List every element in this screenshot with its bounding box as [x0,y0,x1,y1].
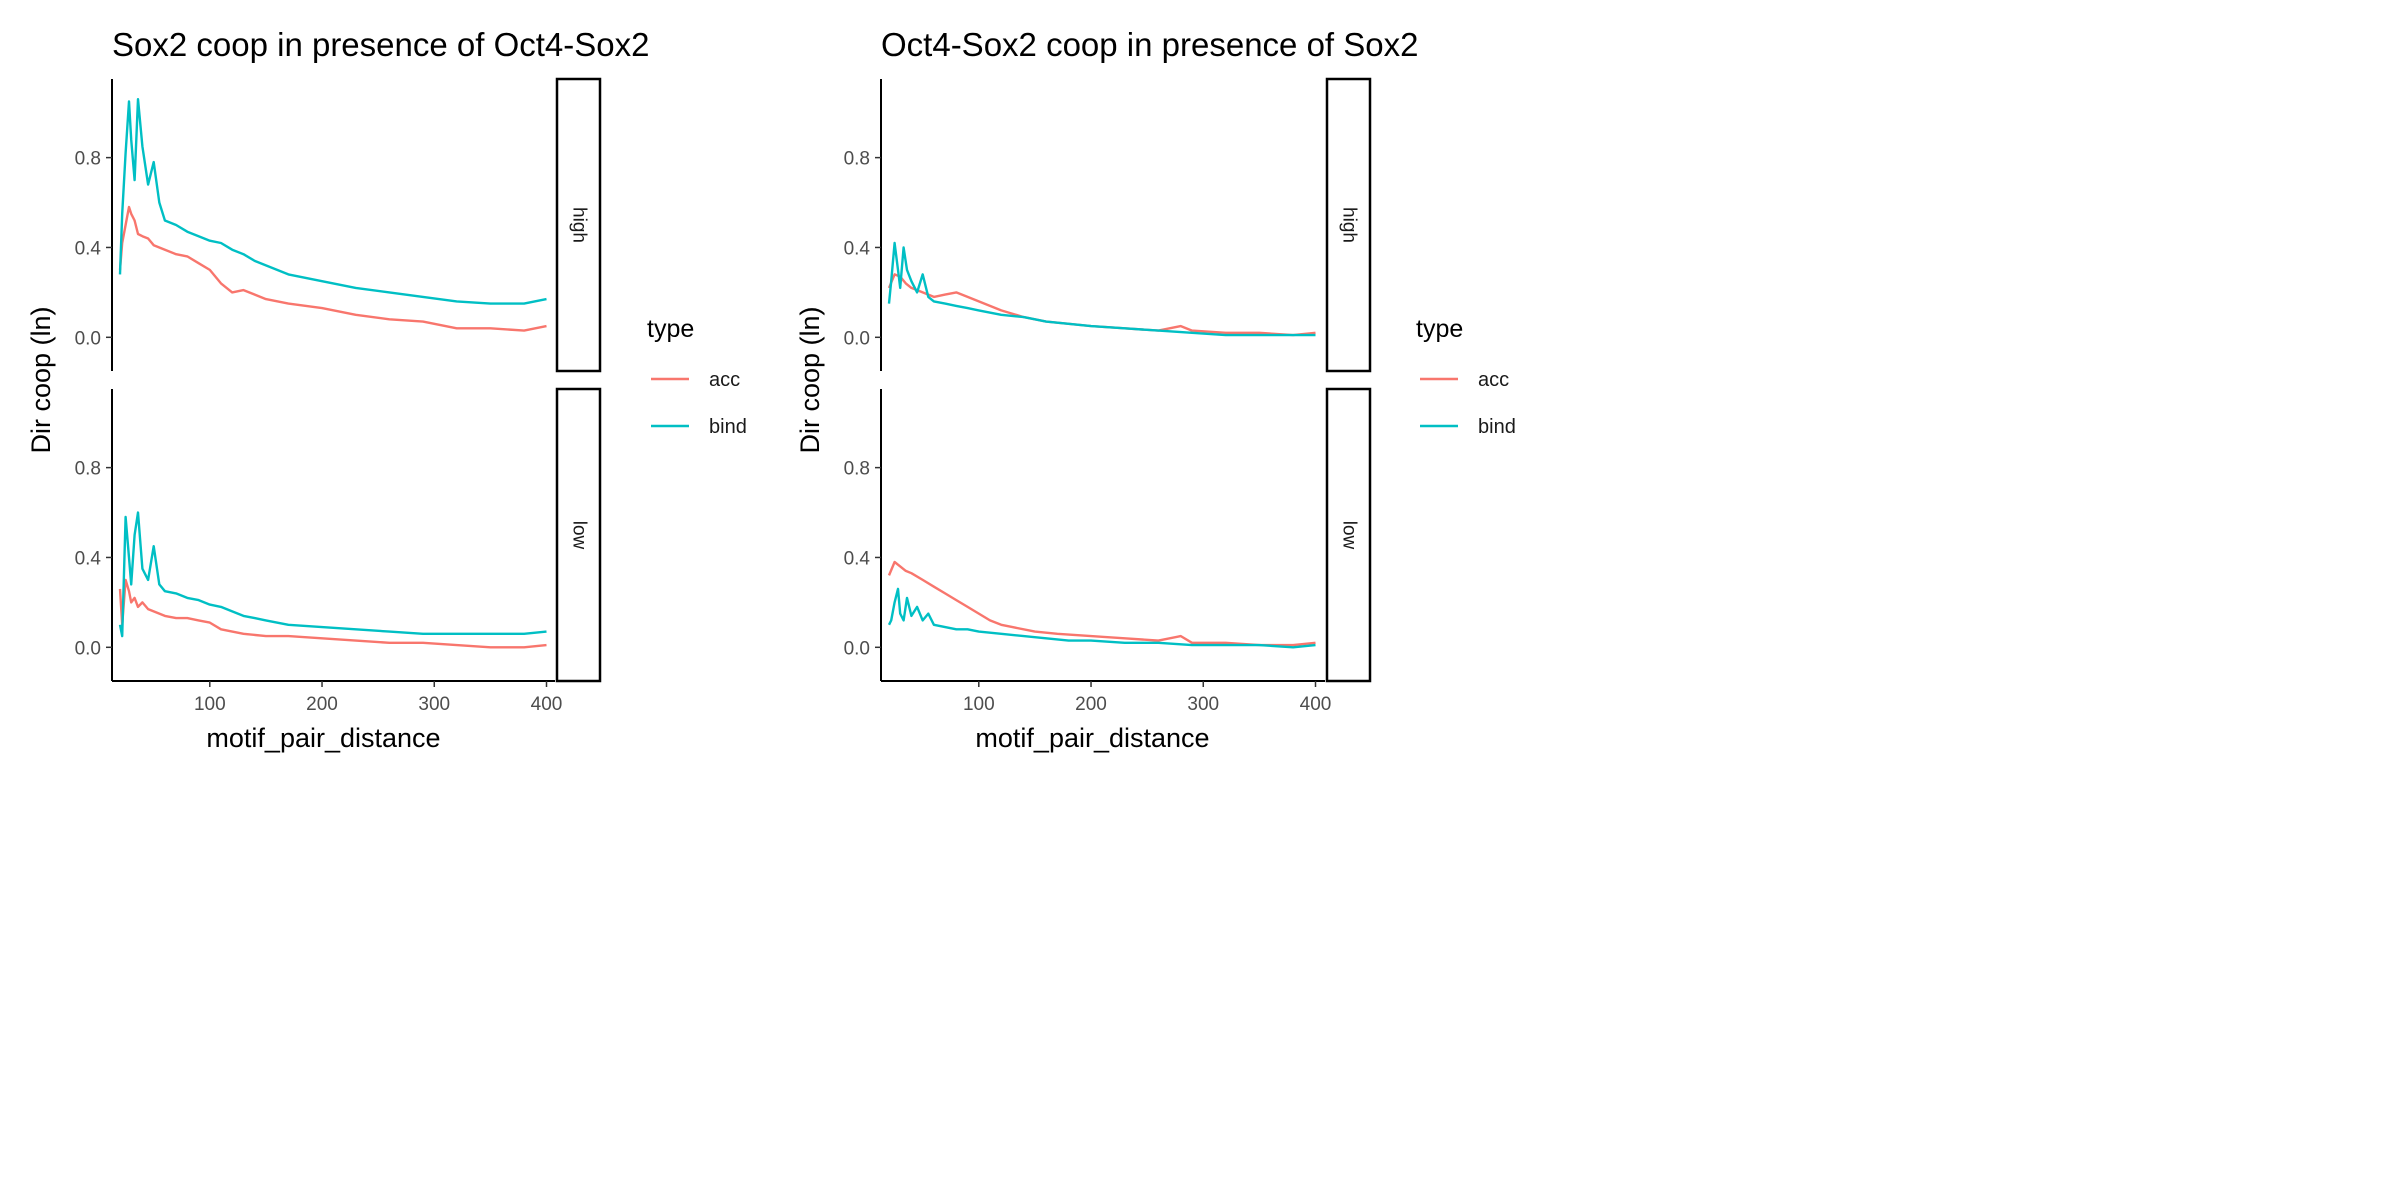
series-line-bind [887,241,1316,337]
series-line-bind [887,587,1316,649]
y-axis-title: Dir coop (ln) [795,306,825,453]
x-axis-title: motif_pair_distance [975,723,1209,753]
legend-label-acc: acc [1478,369,1509,391]
legend-label-bind: bind [1478,416,1516,438]
y-tick-label: 0.0 [75,638,101,659]
panel-high: 0.0 0.4 0.8 high [75,77,602,373]
y-tick-label: 0.8 [75,149,101,170]
legend-label-bind: bind [709,416,747,438]
y-tick-label: 0.0 [75,328,101,349]
y-tick-label: 0.4 [844,238,871,259]
facet-strip-label: low [568,521,589,550]
facet-strip-low [555,387,602,683]
x-axis-title: motif_pair_distance [206,723,440,753]
x-tick-label: 300 [1187,694,1219,715]
series-line-acc [887,273,1316,337]
facet-strip-label: low [1338,521,1359,550]
y-tick-label: 0.0 [844,638,870,659]
legend-label-acc: acc [709,369,740,391]
y-tick-label: 0.0 [844,328,870,349]
series-line-acc [118,205,547,332]
figure: Sox2 coop in presence of Oct4-Sox2 0.0 0.4… [0,0,1568,784]
x-tick-label: 400 [1300,694,1332,715]
legend: type acc bind [647,315,747,438]
facet-strip-high [1325,77,1372,373]
y-tick-label: 0.4 [75,238,102,259]
series-line-acc [887,560,1316,647]
x-tick-label: 200 [1075,694,1107,715]
faceted-line-charts: Sox2 coop in presence of Oct4-Sox2 0.0 0.4… [26,26,1516,753]
facet-strip-label: high [1338,207,1359,243]
panel-high: 0.0 0.4 0.8 high [844,77,1372,373]
panel-low: 0.0 0.4 0.8 low [75,387,602,683]
legend: type acc bind [1416,315,1516,438]
x-tick-label: 100 [963,694,995,715]
facet-strip-label: high [568,207,589,243]
chart-1: Sox2 coop in presence of Oct4-Sox2 0.0 0.4… [26,26,747,753]
chart-2: Oct4-Sox2 coop in presence of Sox2 0.0 0.4… [795,26,1516,753]
y-axis-title: Dir coop (ln) [26,306,56,453]
x-tick-label: 200 [306,694,338,715]
facet-strip-low [1325,387,1372,683]
y-tick-label: 0.4 [844,548,871,569]
y-tick-label: 0.4 [75,548,102,569]
series-line-bind [118,97,547,305]
y-tick-label: 0.8 [844,459,870,480]
legend-title: type [647,315,694,343]
facet-strip-high [555,77,602,373]
y-tick-label: 0.8 [844,149,870,170]
chart-title: Sox2 coop in presence of Oct4-Sox2 [112,26,649,63]
legend-title: type [1416,315,1463,343]
series-line-acc [118,578,547,649]
y-tick-label: 0.8 [75,459,101,480]
x-tick-label: 300 [418,694,450,715]
panel-low: 0.0 0.4 0.8 low [844,387,1372,683]
chart-title: Oct4-Sox2 coop in presence of Sox2 [881,26,1418,63]
x-tick-label: 100 [194,694,226,715]
series-line-bind [118,511,547,638]
x-tick-label: 400 [531,694,563,715]
